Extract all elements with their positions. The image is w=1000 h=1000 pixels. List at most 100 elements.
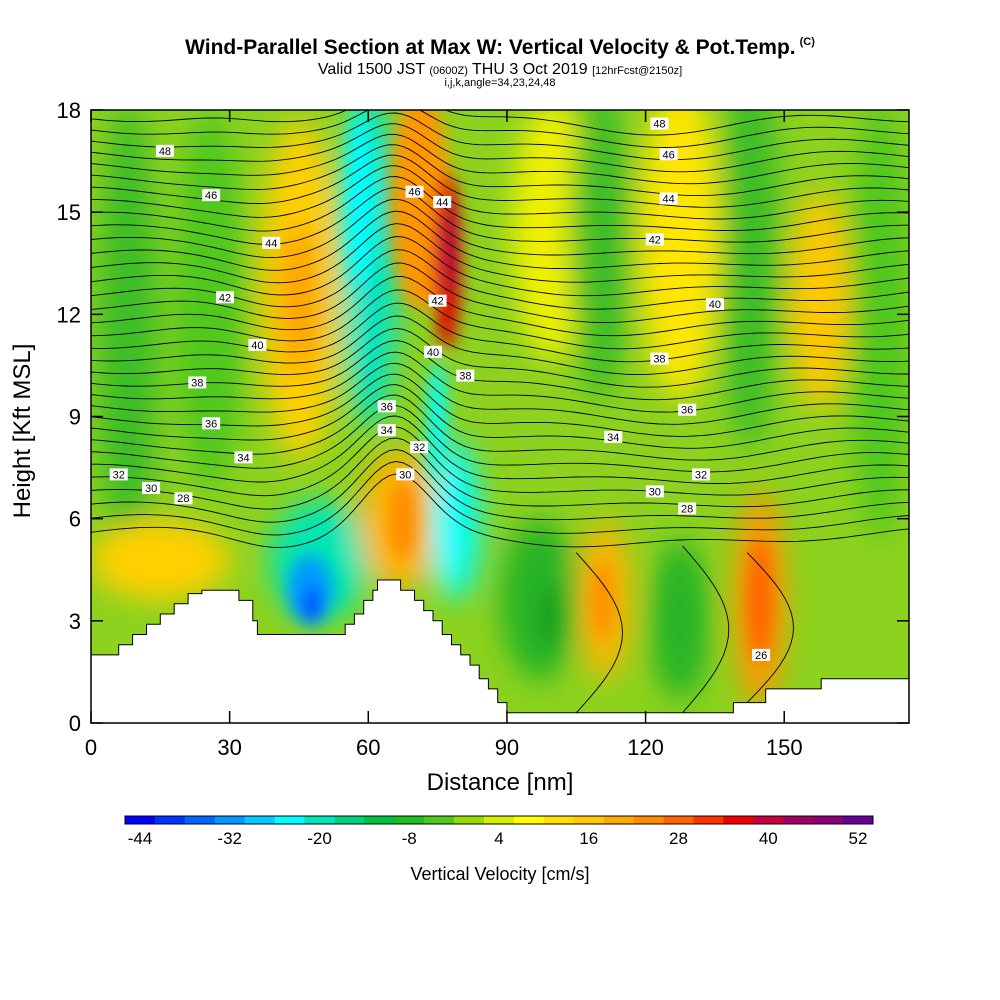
isentrope-label: 32 — [410, 441, 429, 454]
isentrope-label-text: 30 — [649, 486, 661, 498]
x-tick-label: 120 — [627, 735, 664, 760]
isentrope-label: 32 — [109, 468, 128, 481]
isentrope-label-text: 34 — [237, 452, 249, 464]
isentrope-label: 28 — [174, 492, 193, 505]
isentrope-line — [91, 473, 909, 548]
colorbar-swatch — [543, 816, 575, 824]
isentrope-label-text: 42 — [431, 296, 443, 308]
band-orange-1 — [280, 220, 320, 380]
colorbar-tick-label: 16 — [579, 829, 598, 848]
colorbar-swatch — [184, 816, 216, 824]
isentrope-line — [91, 144, 909, 197]
isentrope-line — [91, 187, 909, 245]
isentrope-label-text: 44 — [265, 238, 277, 250]
band-green-1 — [175, 110, 245, 490]
isentrope-label-text: 38 — [191, 377, 203, 389]
band-yellow-lowwest — [91, 520, 230, 600]
isentrope-label: 38 — [456, 369, 475, 383]
isentrope-line — [746, 552, 794, 703]
isentrope-line — [91, 112, 909, 161]
band-green-3 — [720, 110, 780, 450]
isentrope-line — [91, 426, 909, 497]
colorbar-swatch — [633, 816, 665, 824]
colorbar-label: Vertical Velocity [cm/s] — [410, 864, 589, 884]
band-green-west — [98, 110, 158, 580]
isentrope-line — [91, 262, 909, 323]
isentrope-label: 36 — [202, 417, 221, 430]
isentrope-label-text: 34 — [607, 432, 619, 444]
colorbar-swatch — [214, 816, 246, 824]
isentrope-label-text: 32 — [695, 469, 707, 481]
isentrope-label: 46 — [202, 189, 221, 202]
isentrope-line — [91, 461, 909, 536]
y-tick-label: 9 — [69, 405, 81, 430]
chart-subtitle-indices: i,j,k,angle=34,23,24,48 — [444, 77, 556, 89]
isentrope-labels: 48 46 44 42 40 38 36 34 32 30 28 46 44 42 40 38 36 34 32 30… — [109, 117, 771, 662]
core-orange-east — [593, 560, 613, 640]
colorbar-swatch — [424, 816, 455, 824]
isentrope-label: 48 — [155, 144, 174, 158]
colorbar-tick-label: -44 — [128, 829, 153, 848]
isentrope-line — [91, 384, 909, 449]
isentrope-line — [91, 340, 909, 401]
isentrope-label-text: 28 — [177, 493, 189, 505]
colorbar-swatch — [334, 816, 365, 824]
isentrope-label: 30 — [396, 468, 415, 481]
isentrope-label-text: 48 — [653, 119, 665, 131]
isentrope-label: 36 — [377, 400, 396, 413]
isentrope-label-text: 40 — [251, 340, 263, 352]
isentrope-label-text: 46 — [205, 190, 217, 202]
band-green-2 — [570, 110, 630, 400]
chart-subtitle: Valid 1500 JST (0600Z) THU 3 Oct 2019 [1… — [0, 61, 1000, 79]
colorbar-swatch — [513, 816, 545, 824]
y-tick-label: 15 — [57, 200, 81, 225]
isentropes — [91, 110, 909, 714]
isentrope-label-text: 26 — [755, 650, 767, 662]
core-cyan-upper — [346, 110, 374, 290]
isentrope-line — [91, 437, 909, 510]
copyright-mark: (C) — [799, 36, 815, 48]
colorbar-swatch — [663, 816, 694, 824]
isentrope-label: 32 — [692, 468, 711, 481]
x-tick-label: 90 — [495, 735, 519, 760]
y-tick-label: 3 — [69, 609, 81, 634]
colorbar-swatch — [843, 816, 874, 824]
colorbar-swatch — [603, 816, 635, 824]
isentrope-label: 48 — [650, 117, 669, 131]
terrain-mask — [90, 579, 910, 724]
isentrope-line — [91, 236, 909, 297]
isentrope-label-text: 40 — [709, 299, 721, 311]
x-tick-label: 150 — [766, 735, 803, 760]
colorbar: -44 -32 -20 -8 4 16 28 40 52 — [124, 815, 874, 848]
isentrope-label-text: 30 — [145, 483, 157, 495]
isentrope-label: 46 — [659, 148, 678, 161]
isentrope-line — [91, 210, 909, 271]
isentrope-label: 44 — [659, 192, 678, 206]
x-tick-label: 0 — [85, 735, 97, 760]
core-orange-east2 — [748, 540, 772, 660]
isentrope-label: 42 — [428, 294, 447, 308]
x-tick-label: 60 — [356, 735, 380, 760]
isentrope-line — [91, 110, 909, 136]
band-green-4 — [850, 110, 909, 540]
colorbar-tick-label: -8 — [402, 829, 417, 848]
colorbar-tick-label: 52 — [849, 829, 868, 848]
isentrope-line — [682, 545, 730, 714]
colorbar-swatch — [154, 816, 186, 824]
isentrope-label-text: 32 — [113, 469, 125, 481]
isentrope-line — [91, 415, 909, 484]
isentrope-line — [91, 154, 909, 208]
band-green-low2 — [650, 540, 710, 700]
isentrope-label-text: 40 — [427, 347, 439, 359]
isentrope-label-text: 42 — [649, 234, 661, 246]
subtitle-utc: (0600Z) — [429, 65, 468, 77]
colorbar-swatch — [364, 816, 395, 824]
colorbar-tick-label: 4 — [494, 829, 503, 848]
isentrope-line — [91, 362, 909, 425]
isentrope-label: 26 — [752, 648, 771, 662]
isentrope-label: 34 — [234, 451, 253, 464]
colorbar-swatch — [693, 816, 724, 824]
colorbar-swatch — [783, 816, 814, 824]
colorbar-swatch — [274, 816, 306, 824]
isentrope-label-text: 34 — [381, 425, 393, 437]
